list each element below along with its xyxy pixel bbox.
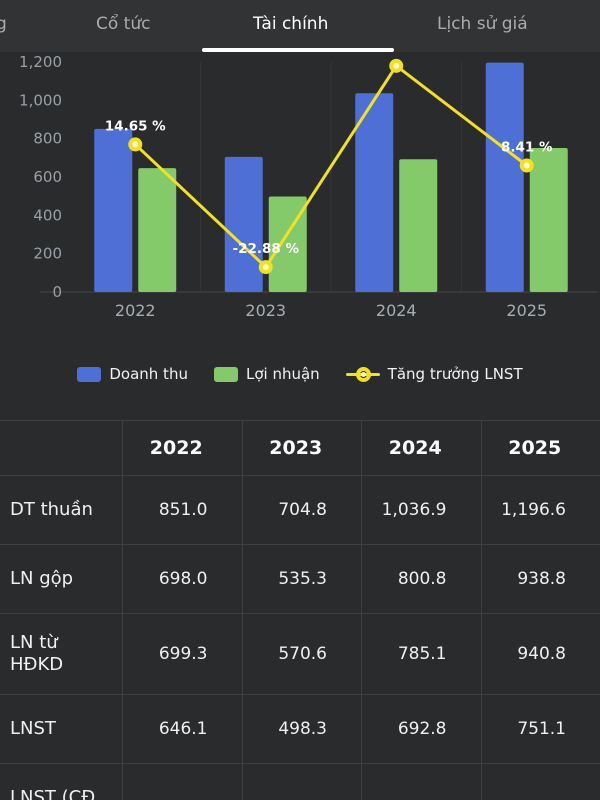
legend-line-marker-icon	[345, 366, 380, 382]
table-header-2025: 2025	[480, 421, 600, 475]
cell-value: 646.1	[122, 695, 242, 763]
growth-data-label: 14.65 %	[105, 118, 166, 134]
legend-swatch-loi-nhuan	[213, 366, 238, 382]
legend-label-doanh-thu: Doanh thu	[109, 365, 188, 383]
bar-1-2025[interactable]	[529, 148, 568, 292]
cell-value	[480, 764, 600, 800]
financial-chart: 0 200 400 600 800 1,000 1,200 14.65 % -22.88 % 8.…	[19, 53, 598, 320]
y-tick-label: 400	[33, 206, 62, 224]
x-axis-label: 2025	[506, 301, 547, 320]
table-header-empty	[0, 421, 122, 475]
tab-lich-su-gia[interactable]: Lịch sử giá	[437, 14, 528, 34]
cell-value: 800.8	[361, 545, 481, 613]
cell-value	[122, 764, 242, 800]
cell-value: 785.1	[361, 614, 481, 694]
y-tick-label: 800	[33, 130, 62, 148]
legend-item-doanh-thu[interactable]: Doanh thu	[77, 365, 188, 383]
x-axis-label: 2022	[115, 301, 156, 320]
growth-point-center	[393, 62, 400, 69]
active-tab-underline	[202, 48, 394, 52]
table-header-2022: 2022	[122, 421, 242, 475]
x-axis-label: 2023	[245, 301, 286, 320]
y-tick-label: 0	[52, 283, 62, 301]
growth-point-center	[523, 162, 530, 169]
cell-value: 498.3	[241, 695, 362, 763]
y-tick-label: 600	[33, 168, 62, 186]
cell-value: 535.3	[241, 545, 362, 613]
legend-label-loi-nhuan: Lợi nhuận	[245, 365, 320, 383]
y-tick-label: 1,200	[19, 53, 62, 71]
cell-value: 698.0	[122, 545, 242, 613]
cell-value: 692.8	[361, 695, 481, 763]
table-header-2023: 2023	[241, 421, 362, 475]
legend-item-loi-nhuan[interactable]: Lợi nhuận	[213, 365, 320, 383]
table-header-2024: 2024	[361, 421, 481, 475]
x-axis-label: 2024	[376, 301, 417, 320]
cell-value: 699.3	[122, 614, 242, 694]
cell-value: 940.8	[480, 614, 600, 694]
bar-0-2023[interactable]	[224, 156, 263, 292]
tab-partial[interactable]: g	[0, 14, 7, 34]
cell-value: 570.6	[241, 614, 362, 694]
legend-label-tang-truong-lnst: Tăng trưởng LNST	[387, 365, 523, 383]
table-row-dt-thuan: DT thuần 851.0 704.8 1,036.9 1,196.6	[0, 476, 600, 545]
table-row-ln-gop: LN gộp 698.0 535.3 800.8 938.8	[0, 545, 600, 614]
growth-point-center	[262, 264, 269, 271]
row-label: LNST (CĐ	[10, 786, 96, 800]
table-row-ln-tu-hdkd: LN từ HĐKD 699.3 570.6 785.1 940.8	[0, 614, 600, 695]
growth-point-center	[132, 141, 139, 148]
growth-line	[134, 63, 528, 270]
bar-1-2024[interactable]	[399, 159, 438, 292]
tab-tai-chinh[interactable]: Tài chính	[253, 14, 329, 34]
row-label: DT thuần	[10, 498, 93, 520]
chart-legend: Doanh thu Lợi nhuận Tăng trưởng LNST	[0, 358, 600, 390]
cell-value: 1,036.9	[361, 476, 481, 544]
cell-value	[241, 764, 362, 800]
bar-0-2022[interactable]	[94, 128, 133, 292]
legend-item-tang-truong-lnst[interactable]: Tăng trưởng LNST	[345, 365, 523, 383]
legend-swatch-doanh-thu	[77, 366, 102, 382]
cell-value: 851.0	[122, 476, 242, 544]
bar-0-2025[interactable]	[485, 62, 524, 292]
cell-value	[361, 764, 481, 800]
bar-1-2022[interactable]	[138, 168, 177, 292]
row-label: LN gộp	[10, 567, 74, 589]
cell-value: 751.1	[480, 695, 600, 763]
table-row-lnst-cd: LNST (CĐ	[0, 764, 600, 800]
tab-bar: g Cổ tức Tài chính Lịch sử giá	[0, 0, 600, 52]
table-row-lnst: LNST 646.1 498.3 692.8 751.1	[0, 695, 600, 764]
growth-data-label: 8.41 %	[501, 140, 553, 156]
cell-value: 1,196.6	[480, 476, 600, 544]
legend-line-dot	[355, 366, 371, 382]
growth-data-label: -22.88 %	[232, 241, 299, 257]
row-label: LN từ HĐKD	[10, 631, 64, 676]
table-header-row: 2022 2023 2024 2025	[0, 421, 600, 476]
legend-line-dot-core	[360, 371, 366, 377]
y-tick-label: 200	[33, 245, 62, 263]
cell-value: 938.8	[480, 545, 600, 613]
row-label: LNST	[10, 717, 56, 739]
bar-0-2024[interactable]	[355, 93, 394, 292]
financials-table: 2022 2023 2024 2025 DT thuần 851.0 704.8…	[0, 420, 600, 800]
cell-value: 704.8	[241, 476, 362, 544]
tab-co-tuc[interactable]: Cổ tức	[96, 14, 151, 34]
y-tick-label: 1,000	[19, 91, 62, 109]
